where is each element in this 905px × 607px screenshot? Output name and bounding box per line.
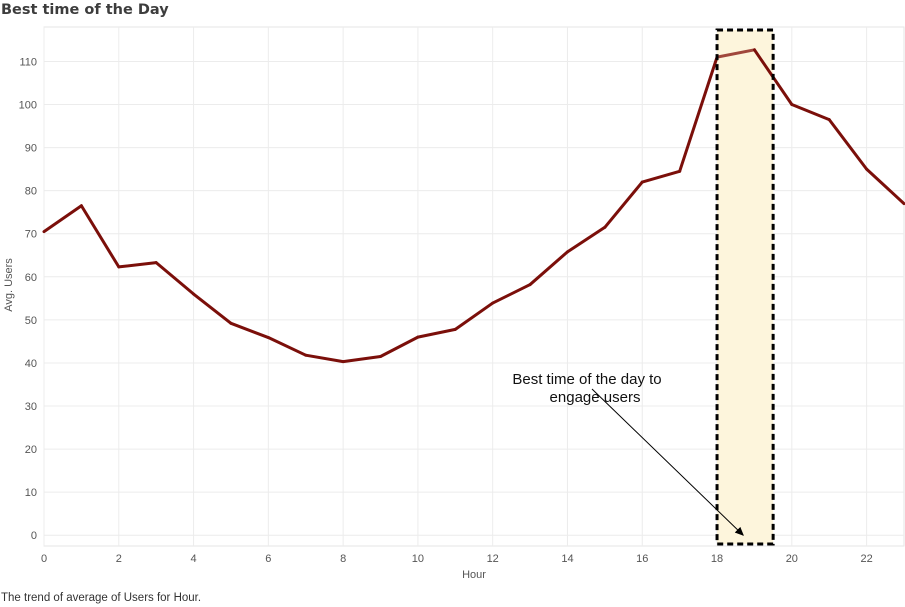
line-segment: [865, 167, 905, 206]
line-segment: [379, 335, 420, 358]
series-line: [42, 48, 905, 364]
x-tick-label: 0: [41, 553, 47, 565]
line-segment: [304, 353, 345, 364]
y-tick-label: 80: [25, 186, 37, 198]
y-tick-label: 60: [25, 272, 37, 284]
line-segment: [790, 103, 831, 122]
x-tick-label: 2: [116, 553, 122, 565]
line-segment: [229, 321, 270, 340]
x-tick-label: 10: [412, 553, 424, 565]
y-tick-label: 90: [25, 143, 37, 155]
annotation: Best time of the day to engage users: [512, 371, 744, 536]
annotation-arrow: [591, 388, 744, 536]
annotation-line-1: Best time of the day to: [512, 371, 661, 388]
line-segment: [117, 261, 158, 269]
line-segment: [42, 204, 83, 234]
chart-title: Best time of the Day: [1, 2, 169, 18]
y-tick-label: 0: [31, 530, 37, 542]
highlight-band: [717, 30, 774, 544]
line-segment: [491, 283, 532, 305]
line-segment: [266, 336, 308, 357]
x-tick-label: 22: [860, 553, 872, 565]
x-tick-label: 12: [487, 553, 499, 565]
x-tick-label: 18: [711, 553, 723, 565]
line-segment: [565, 225, 607, 254]
line-segment: [416, 327, 457, 339]
line-segment: [640, 169, 682, 184]
x-axis-ticks: 0 2 4 6 8 10 12 14 16 18 20 22: [41, 553, 873, 565]
x-tick-label: 8: [340, 553, 346, 565]
y-tick-label: 40: [25, 358, 37, 370]
annotation-line-2: engage users: [550, 389, 641, 406]
y-tick-label: 50: [25, 315, 37, 327]
line-segment: [154, 261, 196, 296]
line-segment: [192, 292, 233, 325]
line-segment: [715, 48, 756, 59]
line-segment: [79, 204, 121, 269]
x-tick-label: 16: [636, 553, 648, 565]
x-tick-label: 14: [561, 553, 573, 565]
line-segment: [453, 301, 495, 331]
line-segment: [827, 118, 869, 171]
y-tick-label: 70: [25, 229, 37, 241]
x-tick-label: 6: [265, 553, 271, 565]
chart-caption: The trend of average of Users for Hour.: [1, 592, 202, 604]
x-axis-title: Hour: [462, 569, 486, 581]
y-tick-label: 20: [25, 444, 37, 456]
y-tick-label: 10: [25, 487, 37, 499]
y-tick-label: 110: [19, 56, 37, 68]
line-segment: [341, 354, 383, 364]
x-tick-label: 4: [191, 553, 197, 565]
x-tick-label: 20: [786, 553, 798, 565]
line-segment: [528, 250, 569, 287]
line-segment: [603, 180, 644, 229]
y-tick-label: 30: [25, 401, 37, 413]
y-tick-label: 100: [19, 100, 37, 112]
y-axis-ticks: 0 10 20 30 40 50 60 70 80 90 100 110: [19, 56, 37, 542]
highlight-border: [715, 28, 775, 546]
y-axis-title: Avg. Users: [3, 258, 15, 312]
line-segment: [678, 55, 719, 173]
